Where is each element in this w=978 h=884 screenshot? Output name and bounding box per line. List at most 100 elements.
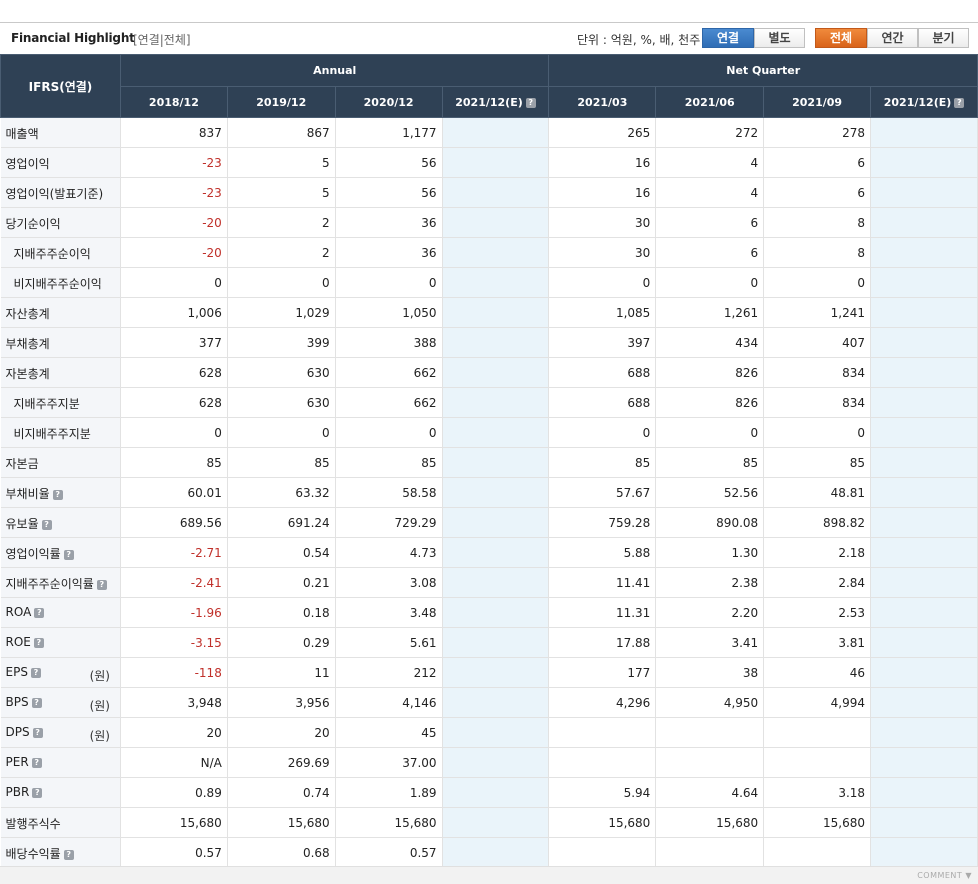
help-icon[interactable]: ? xyxy=(63,850,74,860)
row-label-cell: BPS? (원) xyxy=(0,687,121,718)
value-cell: 434 xyxy=(655,327,765,358)
row-label: 영업이익 xyxy=(5,157,50,171)
table-row: PBR? 0.89 0.74 1.89 5.94 4.64 3.18 xyxy=(0,777,978,808)
value-cell xyxy=(870,567,978,598)
table-row: 영업이익(발표기준) -23 5 56 16 4 6 xyxy=(0,177,978,208)
value-cell: -20 xyxy=(120,237,228,268)
row-label-cell: ROA? xyxy=(0,597,121,628)
value-cell: 0.57 xyxy=(120,837,228,868)
help-icon[interactable]: ? xyxy=(33,638,44,648)
value-cell: 4 xyxy=(655,147,765,178)
value-cell: 0.29 xyxy=(227,627,336,658)
column-header: 2021/12(E)? xyxy=(441,86,550,118)
value-cell: 691.24 xyxy=(227,507,336,538)
help-icon[interactable]: ? xyxy=(30,668,41,678)
value-cell: 5 xyxy=(227,147,336,178)
row-label: 자본금 xyxy=(5,457,39,471)
help-icon[interactable]: ? xyxy=(31,698,42,708)
row-label: EPS xyxy=(5,665,28,679)
help-icon[interactable]: ? xyxy=(954,97,965,108)
annual-button[interactable]: 연간 xyxy=(867,28,918,48)
row-label-cell: 자본총계 xyxy=(0,357,121,388)
value-cell: 85 xyxy=(548,447,657,478)
table-row: 자본금 85 85 85 85 85 85 xyxy=(0,447,978,478)
table-row: 유보율? 689.56 691.24 729.29 759.28 890.08 898.82 xyxy=(0,507,978,538)
table-row: BPS? (원) 3,948 3,956 4,146 4,296 4,950 4,994 xyxy=(0,687,978,718)
row-label-cell: ROE? xyxy=(0,627,121,658)
value-cell: 57.67 xyxy=(548,477,657,508)
value-cell: 11.41 xyxy=(548,567,657,598)
help-icon[interactable]: ? xyxy=(32,788,43,798)
value-cell xyxy=(442,387,550,418)
value-cell xyxy=(870,147,978,178)
help-icon[interactable]: ? xyxy=(525,97,536,108)
value-cell: 15,680 xyxy=(227,807,336,838)
value-cell xyxy=(870,417,978,448)
separate-button[interactable]: 별도 xyxy=(754,28,805,48)
value-cell: 2.53 xyxy=(763,597,872,628)
value-cell: 56 xyxy=(335,177,443,208)
value-cell: 662 xyxy=(335,387,443,418)
consolidated-button[interactable]: 연결 xyxy=(702,28,754,48)
row-label-cell: 유보율? xyxy=(0,507,121,538)
help-icon[interactable]: ? xyxy=(63,550,74,560)
column-header: 2020/12 xyxy=(334,86,443,118)
value-cell: -23 xyxy=(120,147,228,178)
column-header: 2019/12 xyxy=(226,86,336,118)
annual-group-header: Annual xyxy=(119,54,550,87)
table-row: DPS? (원) 20 20 45 xyxy=(0,717,978,748)
row-label: ROA xyxy=(5,605,32,619)
value-cell: 8 xyxy=(763,207,872,238)
value-cell xyxy=(442,177,550,208)
help-icon[interactable]: ? xyxy=(31,758,42,768)
value-cell: 85 xyxy=(763,447,872,478)
value-cell: 388 xyxy=(335,327,443,358)
value-cell xyxy=(442,717,550,748)
help-icon[interactable]: ? xyxy=(34,608,45,618)
footer-bar: COMMENT ▼ xyxy=(0,866,978,884)
row-label: 영업이익률 xyxy=(5,547,61,561)
row-label: PBR xyxy=(5,785,30,799)
value-cell xyxy=(548,747,657,778)
help-icon[interactable]: ? xyxy=(32,728,43,738)
value-cell: 834 xyxy=(763,357,872,388)
all-period-button[interactable]: 전체 xyxy=(815,28,867,48)
value-cell: 0 xyxy=(763,417,872,448)
column-header-label: 2021/03 xyxy=(577,95,628,109)
value-cell: 826 xyxy=(655,357,765,388)
value-cell: 0.54 xyxy=(227,537,336,568)
comment-toggle[interactable]: COMMENT ▼ xyxy=(917,871,972,880)
value-cell: -3.15 xyxy=(120,627,228,658)
help-icon[interactable]: ? xyxy=(41,520,52,530)
value-cell: 0.68 xyxy=(227,837,336,868)
column-header-label: 2018/12 xyxy=(148,95,199,109)
value-cell xyxy=(442,567,550,598)
value-cell: 4.64 xyxy=(655,777,765,808)
value-cell: 5.94 xyxy=(548,777,657,808)
row-label: 매출액 xyxy=(5,127,39,141)
ifrs-header: IFRS(연결) xyxy=(0,54,121,118)
help-icon[interactable]: ? xyxy=(96,580,107,590)
value-cell: 4.73 xyxy=(335,537,443,568)
section-header: Financial Highlight [연결|전체] 단위 : 억원, %, … xyxy=(0,23,978,53)
value-cell: 628 xyxy=(120,357,228,388)
value-cell: 630 xyxy=(227,357,336,388)
value-cell: 30 xyxy=(548,237,657,268)
value-cell: 2 xyxy=(227,207,336,238)
value-cell: 63.32 xyxy=(227,477,336,508)
quarter-button[interactable]: 분기 xyxy=(918,28,969,48)
value-cell: 52.56 xyxy=(655,477,765,508)
value-cell xyxy=(442,237,550,268)
row-label: 지배주주순이익률 xyxy=(5,577,94,591)
value-cell xyxy=(442,327,550,358)
table-row: PER? N/A 269.69 37.00 xyxy=(0,747,978,778)
value-cell: 272 xyxy=(655,117,765,148)
value-cell xyxy=(870,207,978,238)
help-icon[interactable]: ? xyxy=(52,490,63,500)
row-label: 비지배주주순이익 xyxy=(13,277,102,291)
value-cell: 0 xyxy=(655,267,765,298)
row-label: DPS xyxy=(5,725,30,739)
value-cell: 37.00 xyxy=(335,747,443,778)
value-cell xyxy=(442,747,550,778)
section-title: Financial Highlight xyxy=(11,31,135,45)
